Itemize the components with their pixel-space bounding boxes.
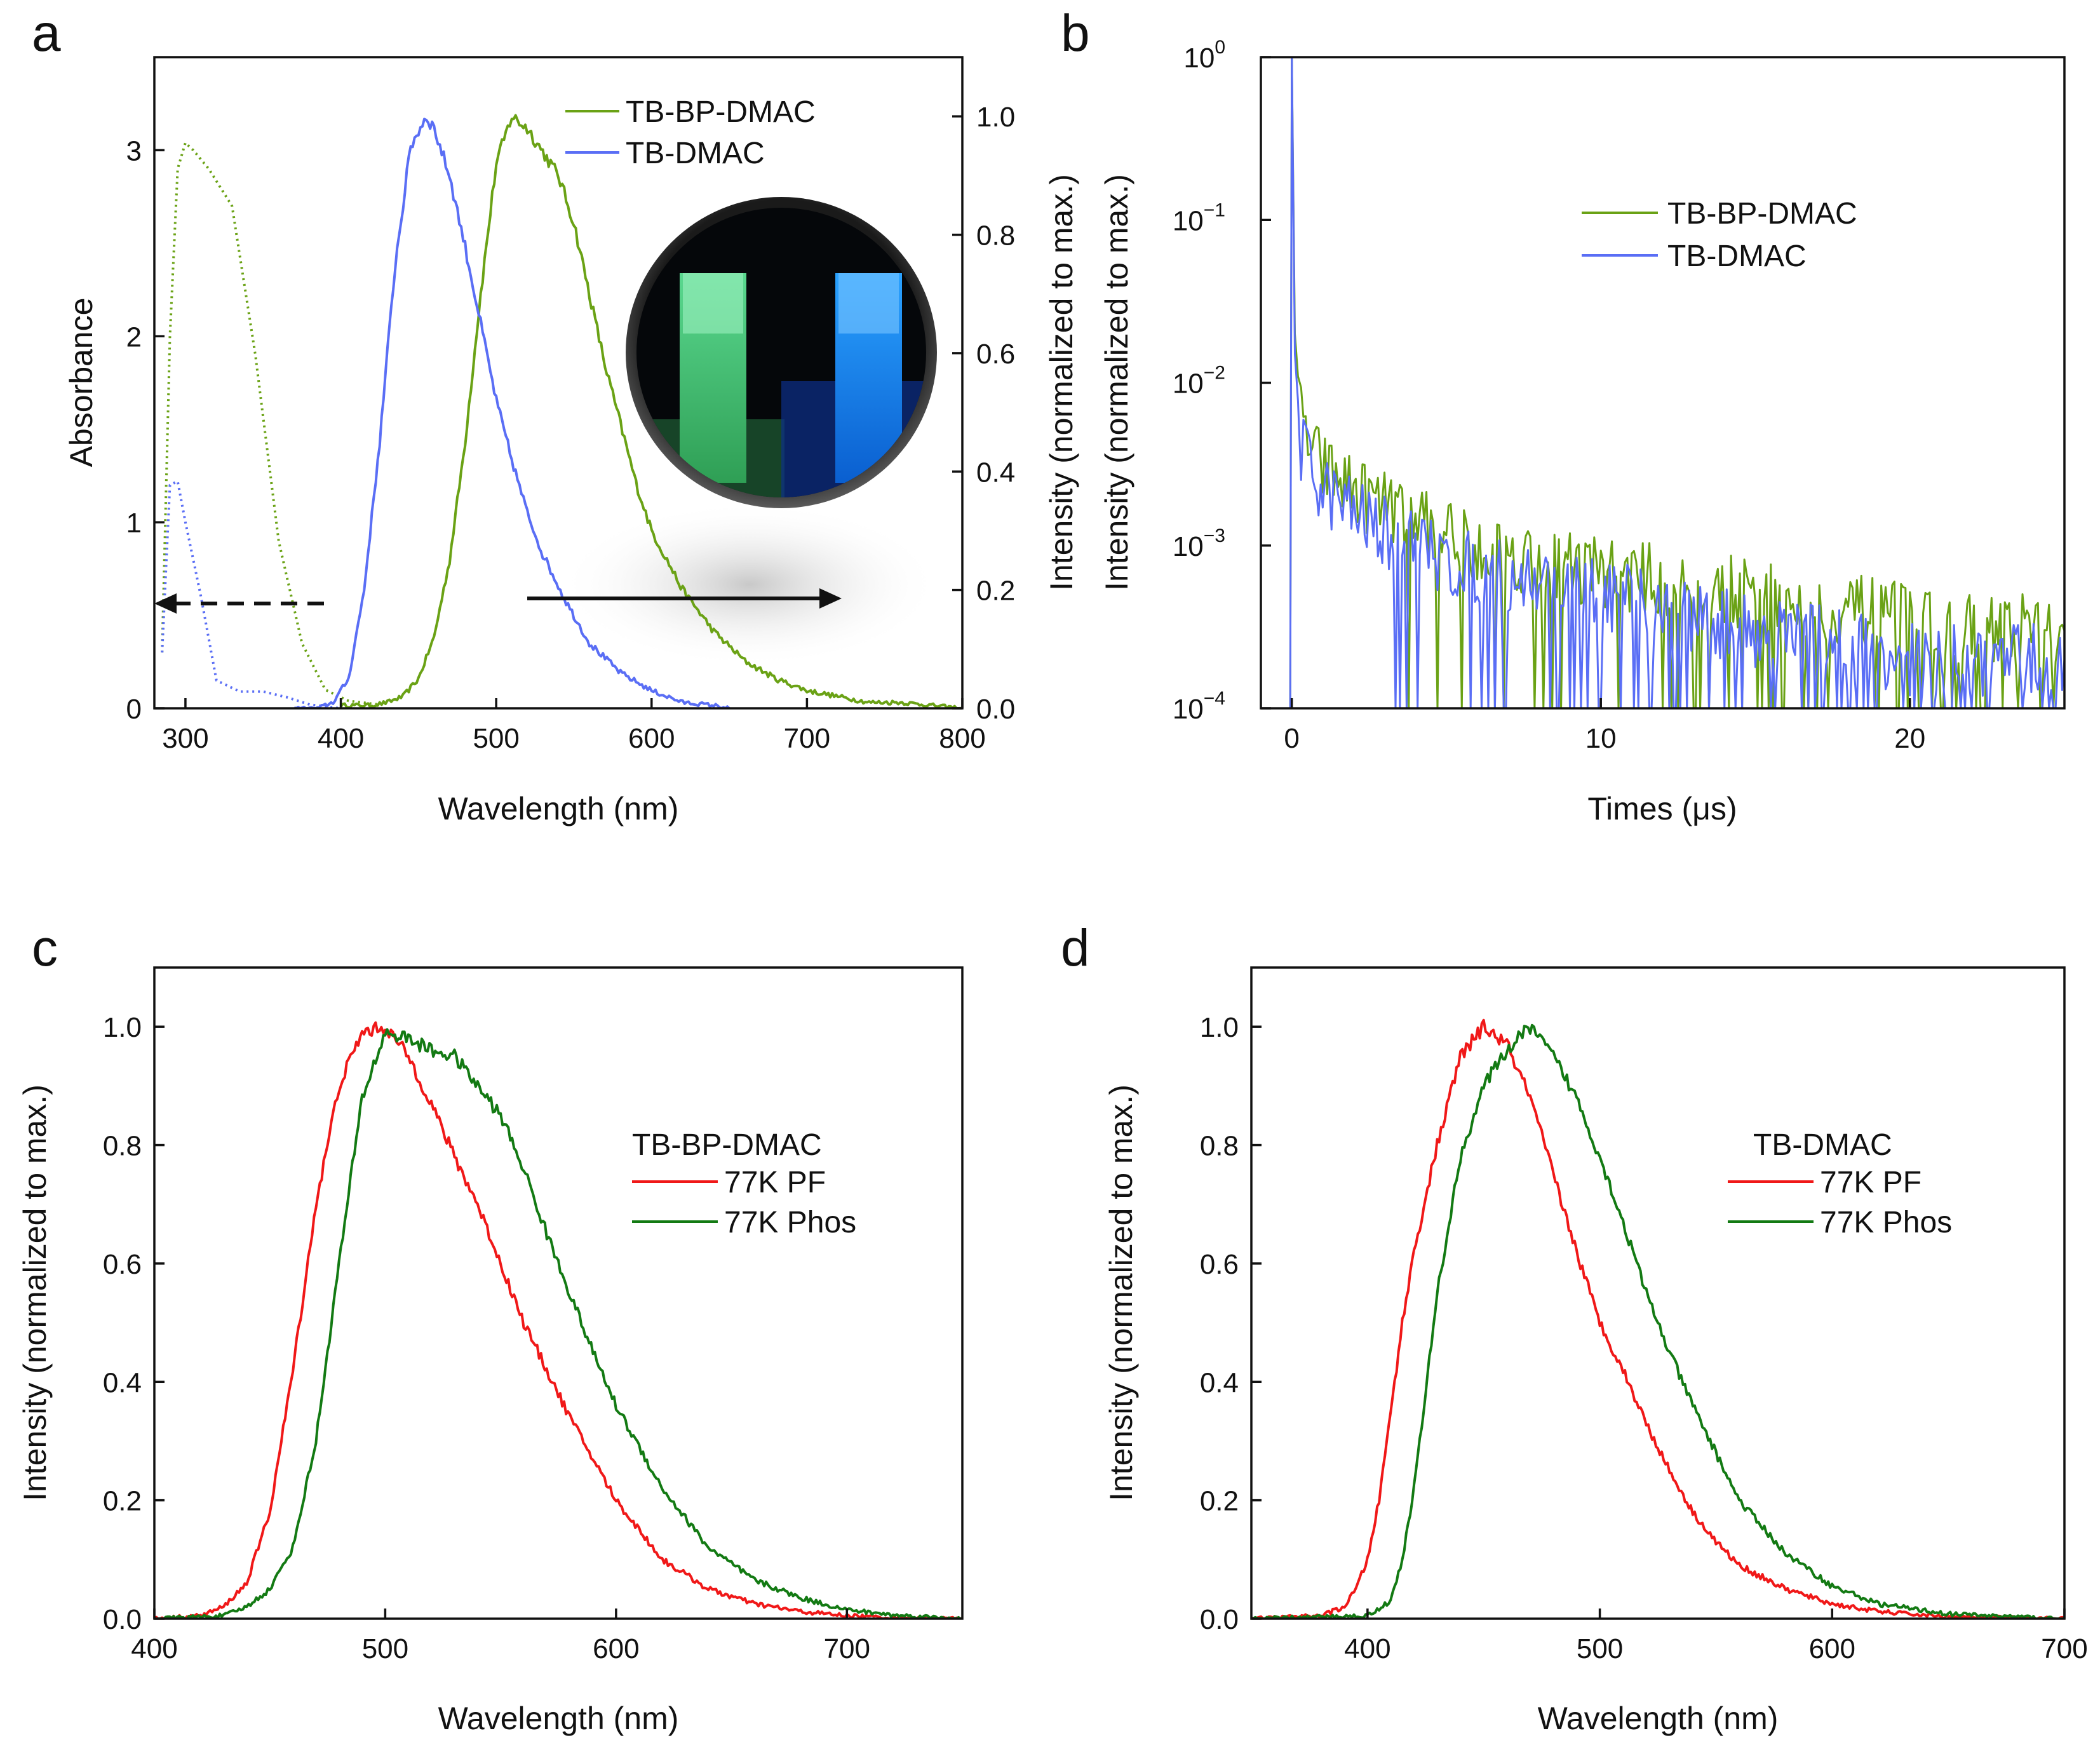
y-tick-label-c-0: 0.0 xyxy=(103,1604,142,1635)
x-tick-label-a-5: 800 xyxy=(939,723,985,754)
y-tick-label-a-1: 1 xyxy=(126,508,142,539)
series-a-3 xyxy=(293,118,730,708)
series-a-1 xyxy=(161,480,341,708)
y-tick-label-d-3: 0.6 xyxy=(1200,1249,1239,1280)
panel-letter-d: d xyxy=(1061,919,1090,977)
y-axis-label-a: Absorbance xyxy=(64,298,99,468)
plot-frame-c xyxy=(153,966,964,1620)
legend-d-label-0: 77K PF xyxy=(1820,1166,1922,1199)
legend-d-label-1: 77K Phos xyxy=(1820,1206,1952,1239)
y-tick-label-d-4: 0.8 xyxy=(1200,1131,1239,1162)
plot-area-b: 0 10 20 100 10−1 10−2 10−3 10−4 xyxy=(1173,37,2066,754)
y-right-tick-label-a-1: 0.2 xyxy=(976,576,1015,607)
x-tick-label-a-4: 700 xyxy=(784,723,830,754)
legend-d: TB-DMAC 77K PF 77K Phos xyxy=(1728,1128,1952,1239)
plot-frame-b xyxy=(1260,56,2066,710)
y-tick-label-c-1: 0.2 xyxy=(103,1486,142,1517)
series-c-0 xyxy=(154,1021,962,1619)
series-b-1 xyxy=(1276,57,2064,708)
x-tick-label-c-1: 500 xyxy=(362,1633,408,1664)
y-right-tick-label-a-4: 0.8 xyxy=(976,220,1015,252)
x-axis-label-c: Wavelength (nm) xyxy=(438,1701,679,1736)
legend-a: TB-BP-DMAC TB-DMAC xyxy=(565,95,816,170)
legend-d-title: TB-DMAC xyxy=(1753,1128,1892,1162)
y-tick-label-b-0: 100 xyxy=(1183,37,1225,74)
inset-shadow xyxy=(559,502,940,667)
legend-b-label-1: TB-DMAC xyxy=(1667,239,1807,273)
plot-area-c: 400 500 600 700 0.0 0.2 0.4 0.6 0.8 1.0 xyxy=(103,966,964,1664)
x-tick-label-b-2: 20 xyxy=(1894,723,1925,754)
series-c-1 xyxy=(154,1028,962,1619)
y-tick-label-c-4: 0.8 xyxy=(103,1131,142,1162)
arrow-left-head xyxy=(154,593,177,614)
y-tick-label-b-1: 10−1 xyxy=(1173,199,1225,236)
y-axis-label-d: Intensity (normalized to max.) xyxy=(1103,1084,1139,1501)
x-tick-label-b-1: 10 xyxy=(1585,723,1617,754)
y-tick-label-d-2: 0.4 xyxy=(1200,1367,1239,1398)
x-tick-label-b-0: 0 xyxy=(1284,723,1299,754)
x-tick-label-c-3: 700 xyxy=(824,1633,870,1664)
panel-a: 300 400 500 600 700 800 0 1 2 3 0.0 0.2 0.4 0.6 0.8 1.0… xyxy=(64,56,1079,826)
y-tick-label-a-2: 2 xyxy=(126,321,142,353)
plot-area-d: 400 500 600 700 0.0 0.2 0.4 0.6 0.8 1.0 xyxy=(1200,966,2088,1664)
y-tick-label-a-3: 3 xyxy=(126,135,142,166)
series-a-0 xyxy=(161,141,380,706)
x-axis-label-d: Wavelength (nm) xyxy=(1538,1701,1779,1736)
legend-c: TB-BP-DMAC 77K PF 77K Phos xyxy=(632,1128,856,1239)
panel-letter-a: a xyxy=(32,4,61,62)
y-right-tick-label-a-2: 0.4 xyxy=(976,457,1015,488)
x-tick-label-d-3: 700 xyxy=(2041,1633,2087,1664)
series-d-1 xyxy=(1251,1023,2064,1619)
x-tick-label-d-2: 600 xyxy=(1809,1633,1855,1664)
y-tick-label-d-1: 0.2 xyxy=(1200,1486,1239,1517)
panel-c: 400 500 600 700 0.0 0.2 0.4 0.6 0.8 1.0 TB-BP-DMA… xyxy=(17,966,964,1736)
panel-letter-b: b xyxy=(1061,4,1090,62)
legend-c-label-1: 77K Phos xyxy=(724,1206,856,1239)
plot-frame-a xyxy=(153,56,964,710)
series-b-0 xyxy=(1276,57,2064,708)
x-tick-label-a-1: 400 xyxy=(318,723,364,754)
plot-area-a: 300 400 500 600 700 800 0 1 2 3 0.0 0.2 0.4 0.6 0.8 1.0 xyxy=(126,56,1015,754)
legend-a-label-0: TB-BP-DMAC xyxy=(626,95,816,129)
y-tick-label-b-2: 10−2 xyxy=(1173,363,1225,400)
legend-c-title: TB-BP-DMAC xyxy=(632,1128,822,1162)
x-axis-label-b: Times (μs) xyxy=(1587,791,1737,826)
y-tick-label-d-0: 0.0 xyxy=(1200,1604,1239,1635)
y-axis-label-b: Intensity (normalized to max.) xyxy=(1099,174,1134,591)
y-right-tick-label-a-3: 0.6 xyxy=(976,339,1015,370)
y-tick-label-b-4: 10−4 xyxy=(1173,688,1225,725)
y-tick-label-c-2: 0.4 xyxy=(103,1367,142,1398)
inset-photo xyxy=(626,197,937,508)
plot-frame-d xyxy=(1250,966,2066,1620)
y-axis-label-c: Intensity (normalized to max.) xyxy=(17,1084,53,1501)
panel-d: 400 500 600 700 0.0 0.2 0.4 0.6 0.8 1.0 TB-DMAC 7… xyxy=(1103,966,2088,1736)
y-axis-label-right-a: Intensity (normalized to max.) xyxy=(1044,174,1079,591)
y-right-tick-label-a-0: 0.0 xyxy=(976,694,1015,725)
series-a-2 xyxy=(339,114,962,708)
legend-c-label-0: 77K PF xyxy=(724,1166,826,1199)
arrow-right-head xyxy=(819,588,842,609)
y-right-tick-label-a-5: 1.0 xyxy=(976,102,1015,133)
panel-b: 0 10 20 100 10−1 10−2 10−3 10−4 TB-BP-DMAC TB-D… xyxy=(1099,37,2066,826)
y-tick-label-b-3: 10−3 xyxy=(1173,525,1225,562)
x-axis-label-a: Wavelength (nm) xyxy=(438,791,679,826)
x-tick-label-a-3: 600 xyxy=(628,723,675,754)
y-tick-label-a-0: 0 xyxy=(126,694,142,725)
y-tick-label-c-3: 0.6 xyxy=(103,1249,142,1280)
panel-letter-c: c xyxy=(32,919,58,977)
x-tick-label-d-0: 400 xyxy=(1344,1633,1390,1664)
x-tick-label-c-2: 600 xyxy=(593,1633,639,1664)
y-tick-label-c-5: 1.0 xyxy=(103,1012,142,1043)
legend-b-label-0: TB-BP-DMAC xyxy=(1667,197,1857,231)
legend-a-label-1: TB-DMAC xyxy=(626,137,765,170)
legend-b: TB-BP-DMAC TB-DMAC xyxy=(1582,197,1857,273)
x-tick-label-d-1: 500 xyxy=(1577,1633,1623,1664)
y-tick-label-d-5: 1.0 xyxy=(1200,1012,1239,1043)
series-d-0 xyxy=(1251,1018,2064,1619)
x-tick-label-a-0: 300 xyxy=(162,723,208,754)
x-tick-label-a-2: 500 xyxy=(473,723,519,754)
x-tick-label-c-0: 400 xyxy=(131,1633,177,1664)
